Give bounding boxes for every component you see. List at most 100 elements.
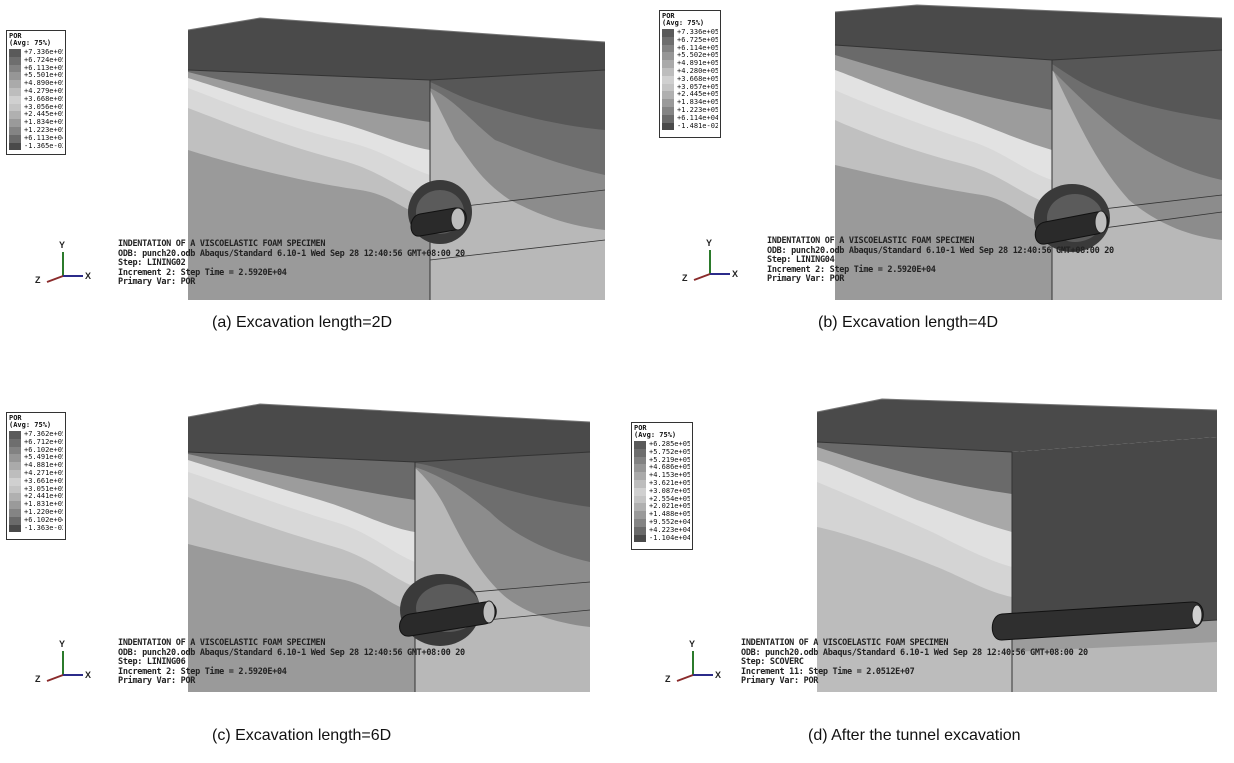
- legend-entry: +2.445e+05: [662, 91, 718, 100]
- top-face: [817, 399, 1217, 452]
- info-title: INDENTATION OF A VISCOELASTIC FOAM SPECI…: [741, 638, 949, 648]
- legend-swatch: [662, 114, 674, 123]
- legend-value: +1.223e+05: [24, 126, 63, 134]
- legend-value: +6.285e+05: [649, 441, 690, 448]
- contour-band: [817, 442, 1012, 494]
- legend-rows: +7.336e+05 +6.724e+05 +6.113e+05 +5.501e+05…: [9, 49, 63, 151]
- legend-value: +2.445e+05: [24, 111, 63, 119]
- legend-value: +1.488e+05: [649, 511, 690, 519]
- color-legend: POR (Avg: 75%) +7.336e+05 +6.724e+05 +6.11…: [6, 30, 66, 155]
- edge: [187, 451, 416, 463]
- legend-entry: +1.488e+05: [634, 511, 690, 519]
- legend-entry: +1.223e+05: [9, 126, 63, 135]
- info-primary-var: Primary Var: POR: [118, 676, 196, 686]
- legend-value: +3.087e+05: [649, 487, 690, 495]
- legend-value: +4.890e+05: [24, 80, 63, 88]
- panel-b: POR (Avg: 75%) +7.336e+05 +6.725e+05 +6.11…: [617, 0, 1234, 381]
- legend-entry: +4.891e+05: [662, 60, 718, 68]
- legend-swatch: [9, 134, 21, 143]
- legend-entry: +4.280e+05: [662, 67, 718, 76]
- info-increment: Increment 2: Step Time = 2.5920E+04: [118, 666, 287, 677]
- legend-swatch: [662, 29, 674, 37]
- tunnel-opening: [1191, 604, 1203, 626]
- legend-swatch: [662, 36, 674, 45]
- legend-swatch: [9, 485, 21, 494]
- contour-band: [188, 452, 415, 500]
- legend-swatch: [9, 508, 21, 517]
- axis-z-label: Z: [682, 273, 688, 283]
- top-face: [188, 404, 590, 462]
- legend-swatch: [9, 516, 21, 525]
- panel-a: POR (Avg: 75%) +7.336e+05 +6.724e+05 +6.11…: [0, 0, 617, 381]
- info-odb: ODB: punch20.odb Abaqus/Standard 6.10-1 …: [767, 245, 1114, 256]
- tunnel: [991, 601, 1204, 641]
- legend-swatch: [9, 64, 21, 73]
- legend-entry: +6.712e+05: [9, 438, 63, 447]
- legend-swatch: [634, 511, 646, 519]
- panel-c: POR (Avg: 75%) +7.362e+05 +6.712e+05 +6.10…: [0, 382, 617, 763]
- info-title: INDENTATION OF A VISCOELASTIC FOAM SPECI…: [118, 239, 326, 249]
- legend-swatch: [634, 495, 646, 504]
- legend-entry: -1.363e-02: [9, 524, 63, 533]
- legend-value: +2.554e+05: [649, 495, 690, 503]
- legend-entry: +4.881e+05: [9, 462, 63, 470]
- legend-value: +1.220e+05: [24, 508, 63, 516]
- info-step: Step: SCOVERC: [741, 657, 804, 667]
- legend-entry: +5.501e+05: [9, 72, 63, 81]
- legend-rows: +7.336e+05 +6.725e+05 +6.114e+05 +5.502e+05…: [662, 29, 718, 131]
- legend-entry: +3.668e+05: [662, 75, 718, 84]
- legend-swatch: [662, 52, 674, 61]
- legend-swatch: [662, 67, 674, 76]
- legend-entry: +2.021e+05: [634, 503, 690, 512]
- legend-entry: -1.481e-02: [662, 122, 718, 131]
- legend-entry: +6.724e+05: [9, 56, 63, 65]
- caption: (a) Excavation length=2D: [212, 314, 393, 331]
- contour-plot-a: [187, 17, 606, 300]
- info-increment: Increment 2: Step Time = 2.5920E+04: [118, 267, 287, 278]
- contour-band: [835, 45, 1052, 110]
- info-title: INDENTATION OF A VISCOELASTIC FOAM SPECI…: [767, 236, 975, 246]
- legend-swatch: [9, 477, 21, 486]
- legend-value: -1.104e+04: [649, 534, 690, 542]
- legend-swatch: [9, 446, 21, 455]
- legend-entry: +6.113e+04: [9, 134, 63, 143]
- caption: (c) Excavation length=6D: [212, 727, 392, 744]
- legend-subtitle: (Avg: 75%): [634, 431, 677, 439]
- legend-value: +2.441e+05: [24, 493, 63, 501]
- axis-z-label: Z: [665, 674, 671, 684]
- edge: [429, 239, 606, 261]
- axis-triad: Y X Z: [35, 238, 95, 288]
- legend-value: +4.153e+05: [649, 472, 690, 480]
- legend-swatch: [634, 464, 646, 473]
- legend-value: +4.881e+05: [24, 462, 63, 470]
- legend-entry: +2.441e+05: [9, 493, 63, 502]
- legend-swatch: [9, 49, 21, 57]
- legend-value: +1.834e+05: [677, 99, 718, 107]
- edge: [1051, 49, 1223, 61]
- legend-entry: +5.752e+05: [634, 448, 690, 457]
- legend-swatch: [9, 454, 21, 463]
- legend-value: +4.271e+05: [24, 469, 63, 477]
- legend-entry: +4.271e+05: [9, 469, 63, 478]
- legend-swatch: [9, 103, 21, 112]
- info-odb: ODB: punch20.odb Abaqus/Standard 6.10-1 …: [118, 248, 465, 259]
- legend-swatch: [9, 80, 21, 88]
- legend-swatch: [634, 534, 646, 543]
- legend-swatch: [662, 99, 674, 107]
- info-odb: ODB: punch20.odb Abaqus/Standard 6.10-1 …: [118, 647, 465, 658]
- info-primary-var: Primary Var: POR: [767, 274, 845, 284]
- legend-value: -1.363e-02: [24, 524, 63, 532]
- legend-value: +6.113e+05: [24, 64, 63, 72]
- legend-value: +6.724e+05: [24, 56, 63, 64]
- axis-y-label: Y: [59, 240, 66, 250]
- legend-value: +6.113e+04: [24, 134, 63, 142]
- axis-y-label: Y: [59, 639, 66, 649]
- legend-entry: +4.223e+04: [634, 526, 690, 535]
- legend-value: +9.552e+04: [649, 518, 690, 526]
- legend-entry: +3.621e+05: [634, 479, 690, 488]
- job-info: INDENTATION OF A VISCOELASTIC FOAM SPECI…: [767, 236, 1114, 285]
- legend-value: +2.021e+05: [649, 503, 690, 511]
- edge: [816, 441, 1013, 453]
- legend-value: +6.114e+04: [677, 114, 718, 122]
- top-face: [188, 18, 605, 80]
